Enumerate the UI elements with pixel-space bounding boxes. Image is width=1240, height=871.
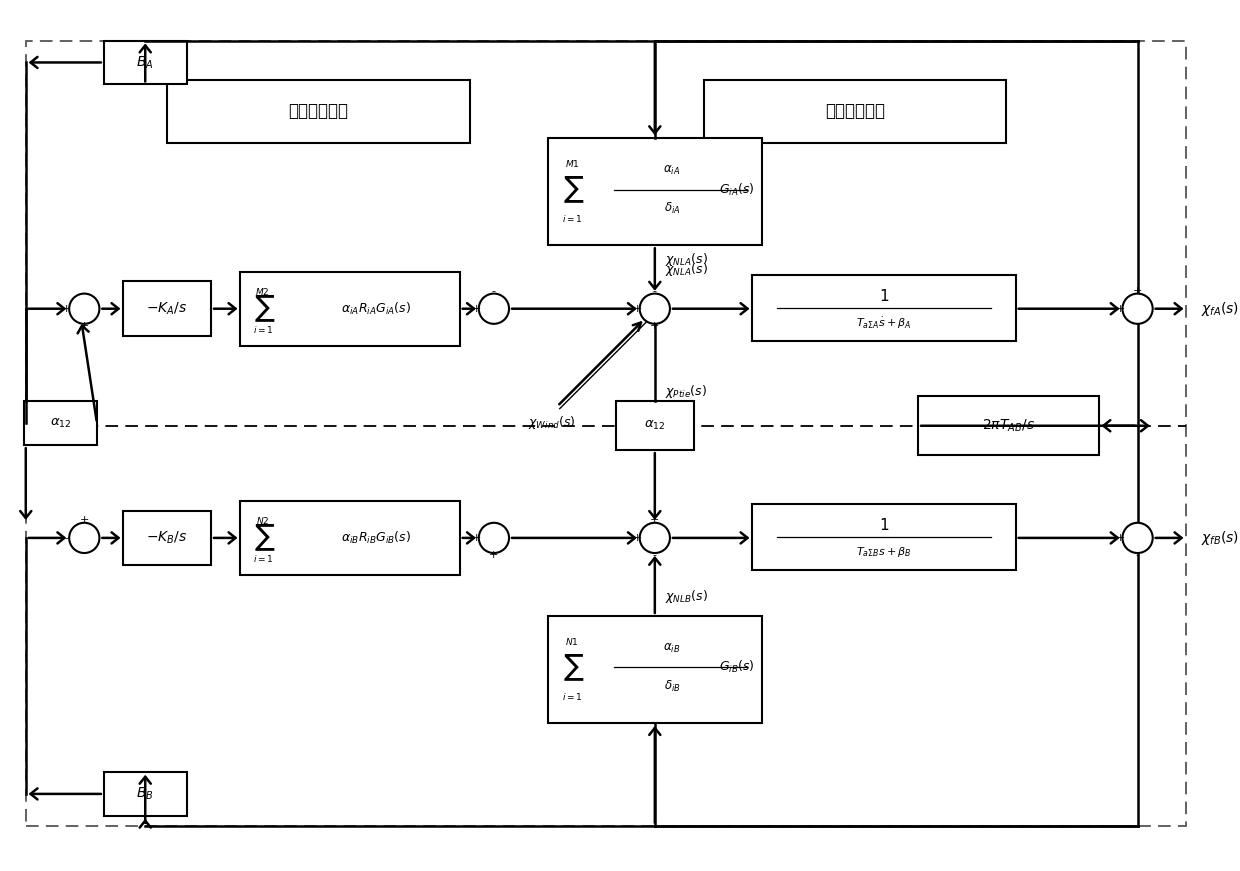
Text: $1$: $1$ [879,517,889,533]
Text: $\chi_{fB}(s)$: $\chi_{fB}(s)$ [1202,529,1239,547]
Text: $i=1$: $i=1$ [253,324,273,335]
Circle shape [69,523,99,553]
Text: +: + [471,304,481,314]
Text: $\alpha_{12}$: $\alpha_{12}$ [50,416,71,430]
Text: $1$: $1$ [879,287,889,304]
Text: -: - [64,533,68,543]
FancyBboxPatch shape [918,396,1099,455]
FancyBboxPatch shape [241,501,460,575]
Text: $\alpha_{iB}$: $\alpha_{iB}$ [663,642,681,655]
Text: $\sum$: $\sum$ [563,174,584,205]
Text: $\chi_{Ptie}(s)$: $\chi_{Ptie}(s)$ [665,383,707,400]
Text: $\sum$: $\sum$ [254,294,275,324]
Text: $\sum$: $\sum$ [254,523,275,553]
FancyBboxPatch shape [703,79,1006,143]
Text: -: - [652,550,657,560]
Text: +: + [650,516,660,525]
Text: +: + [650,321,660,331]
Text: 一次调频通道: 一次调频通道 [825,102,885,120]
Text: $B_B$: $B_B$ [136,786,154,802]
Text: $T_{a\Sigma A}\dot{s}+\beta_A$: $T_{a\Sigma A}\dot{s}+\beta_A$ [857,315,911,331]
Text: $\delta_{iA}$: $\delta_{iA}$ [663,201,681,216]
Circle shape [479,523,508,553]
Text: +: + [62,304,72,314]
Text: $i=1$: $i=1$ [562,213,582,224]
Circle shape [1122,523,1153,553]
Circle shape [479,294,508,324]
Text: +: + [79,516,89,525]
Text: $G_{iA}(s)$: $G_{iA}(s)$ [718,181,754,198]
FancyBboxPatch shape [104,772,187,816]
Text: $N1$: $N1$ [565,636,579,647]
Text: -: - [492,287,496,296]
Circle shape [640,294,670,324]
Text: $\alpha_{iA}R_{iA}G_{iA}(s)$: $\alpha_{iA}R_{iA}G_{iA}(s)$ [341,300,412,317]
Text: $2\pi T_{AB}/s$: $2\pi T_{AB}/s$ [982,417,1035,434]
Text: 二次调频通道: 二次调频通道 [289,102,348,120]
Text: -: - [652,287,657,296]
FancyBboxPatch shape [548,616,763,723]
FancyBboxPatch shape [26,41,1187,826]
Text: $i=1$: $i=1$ [562,691,582,702]
FancyBboxPatch shape [123,281,211,336]
FancyBboxPatch shape [753,274,1016,341]
Text: +: + [1115,533,1125,543]
FancyBboxPatch shape [548,138,763,246]
Text: $N2$: $N2$ [255,516,269,526]
Text: $G_{iB}(s)$: $G_{iB}(s)$ [718,659,754,676]
Text: $\alpha_{iA}$: $\alpha_{iA}$ [663,164,681,177]
Text: +: + [79,321,89,331]
Text: $\sum$: $\sum$ [563,652,584,683]
Text: +: + [490,550,498,560]
Text: $-K_B/s$: $-K_B/s$ [146,530,188,546]
Text: $T_{a\Sigma B}s+\beta_B$: $T_{a\Sigma B}s+\beta_B$ [857,545,911,559]
Text: $B_A$: $B_A$ [136,54,154,71]
Circle shape [640,523,670,553]
Text: +: + [1115,304,1125,314]
Text: $\chi_{NLA}(s)$: $\chi_{NLA}(s)$ [665,251,708,268]
Text: $\chi_{NLA}(s)$: $\chi_{NLA}(s)$ [665,261,708,278]
Text: +: + [632,304,642,314]
Text: $M1$: $M1$ [564,159,579,169]
Text: $\chi_{NLB}(s)$: $\chi_{NLB}(s)$ [665,588,708,605]
Text: $\delta_{iB}$: $\delta_{iB}$ [663,679,681,694]
Text: $\chi_{Wind}(s)$: $\chi_{Wind}(s)$ [528,414,575,431]
FancyBboxPatch shape [104,41,187,84]
FancyBboxPatch shape [24,402,97,445]
Text: $\alpha_{iB}R_{iB}G_{iB}(s)$: $\alpha_{iB}R_{iB}G_{iB}(s)$ [341,530,412,546]
FancyBboxPatch shape [241,272,460,346]
Text: $M2$: $M2$ [255,287,270,297]
FancyBboxPatch shape [753,503,1016,571]
FancyBboxPatch shape [616,402,694,450]
FancyBboxPatch shape [167,79,470,143]
Circle shape [1122,294,1153,324]
Text: -: - [1136,550,1140,560]
Text: +: + [632,533,642,543]
Text: +: + [1133,287,1142,296]
Text: $-K_A/s$: $-K_A/s$ [146,300,188,317]
Text: $\alpha_{12}$: $\alpha_{12}$ [644,419,666,432]
Circle shape [69,294,99,324]
Text: $i=1$: $i=1$ [253,553,273,564]
Text: +: + [471,533,481,543]
FancyBboxPatch shape [123,510,211,565]
FancyBboxPatch shape [27,42,1185,824]
Text: $\chi_{fA}(s)$: $\chi_{fA}(s)$ [1202,300,1239,318]
